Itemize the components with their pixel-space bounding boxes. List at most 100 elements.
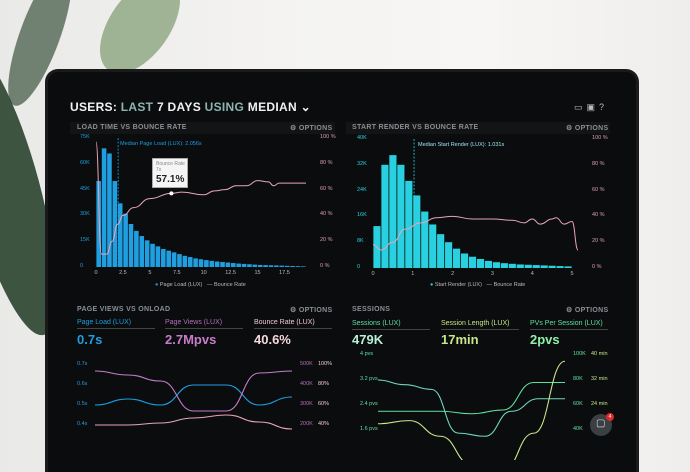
y-tick-label: 0.5s: [77, 401, 88, 407]
y2-tick-label: 300K: [300, 401, 313, 407]
histogram-bar: [284, 265, 290, 267]
median-annotation: Median Page Load (LUX): 2.056s: [120, 141, 202, 147]
y2-tick-label: 20 %: [320, 237, 333, 244]
panel-title: START RENDER VS BOUNCE RATE: [352, 124, 479, 131]
chevron-down-icon[interactable]: ⌄: [300, 100, 311, 114]
y-tick-label: 30K: [80, 211, 90, 218]
histogram-bar: [166, 250, 171, 267]
histogram-bar: [295, 266, 301, 267]
x-tick-label: 0: [94, 270, 98, 276]
header-icons: ▭▣?: [574, 102, 608, 113]
x-tick-label: 5: [148, 270, 152, 276]
y-tick-label: 0.4s: [77, 421, 88, 427]
histogram-bar: [548, 265, 556, 268]
y2-tick-label: 400K: [300, 381, 313, 387]
histogram-bar: [225, 262, 231, 267]
histogram-bar: [117, 203, 123, 267]
histogram-bar: [182, 255, 188, 267]
y-tick-label: 3.2 pvs: [360, 376, 378, 382]
histogram-bar: [301, 266, 306, 267]
histogram-bar: [209, 260, 215, 267]
histogram-bar: [500, 263, 508, 268]
histogram-bar: [389, 155, 397, 268]
tooltip-label: Bounce Rate: [156, 161, 185, 167]
y2-tick-label: 0 %: [592, 264, 602, 270]
y-tick-label: 16K: [357, 212, 367, 219]
histogram-bar: [476, 258, 485, 268]
options-button[interactable]: ⚙ OPTIONS: [566, 307, 609, 314]
y3-tick-label: 40%: [318, 421, 330, 427]
panel-title: SESSIONS: [352, 306, 391, 313]
y-tick-label: 75K: [80, 134, 90, 140]
image-icon[interactable]: ▣: [586, 102, 600, 112]
y-tick-label: 8K: [357, 238, 364, 245]
chart-marks: [94, 138, 579, 460]
histogram-bar: [468, 256, 477, 268]
metric-label: Page Views (LUX): [165, 319, 243, 329]
y2-tick-label: 100 %: [320, 134, 336, 140]
histogram-bar: [177, 254, 182, 267]
options-button[interactable]: ⚙ OPTIONS: [290, 125, 333, 132]
y-tick-label: 0: [80, 263, 84, 269]
histogram-bar: [220, 262, 225, 267]
y-tick-label: 60K: [80, 159, 90, 166]
median-annotation: Median Start Render (LUX): 1.031s: [418, 142, 505, 148]
metric-label: PVs Per Session (LUX): [530, 320, 608, 330]
options-button[interactable]: ⚙ OPTIONS: [290, 307, 333, 314]
histogram-bar: [290, 265, 295, 267]
options-button[interactable]: ⚙ OPTIONS: [566, 125, 609, 132]
x-tick-label: 1: [411, 271, 415, 277]
histogram-bar: [150, 243, 155, 267]
x-tick-label: 12.5: [225, 270, 236, 276]
histogram-bar: [381, 164, 389, 268]
metric-value: 17min: [441, 332, 479, 347]
panel-header: [70, 122, 335, 134]
metric-value: 0.7s: [77, 332, 103, 347]
histogram-bar: [236, 263, 241, 267]
help-icon[interactable]: ?: [599, 102, 609, 112]
x-tick-label: 3: [490, 271, 494, 277]
histogram-bar: [139, 236, 145, 267]
y2-tick-label: 500K: [300, 361, 313, 367]
bounce-rate-line: [95, 141, 306, 255]
tooltip-value: 57.1%: [156, 174, 185, 185]
histogram-bar: [556, 266, 564, 268]
y2-tick-label: 80K: [573, 376, 583, 382]
metric-label: Sessions (LUX): [352, 320, 430, 330]
y2-tick-label: 40 %: [320, 211, 333, 218]
x-tick-label: 2.5: [119, 270, 127, 276]
page-title[interactable]: USERS: LAST 7 DAYS USING MEDIAN ⌄: [70, 100, 311, 114]
tooltip: Bounce Rate 7s 57.1%: [152, 158, 188, 188]
histogram-bar: [144, 240, 150, 267]
laptop-screen: [48, 72, 636, 472]
y-tick-label: 40K: [357, 135, 367, 141]
histogram-bar: [112, 181, 118, 267]
histogram-bar: [198, 259, 204, 267]
histogram-bar: [532, 265, 540, 268]
y2-tick-label: 60 %: [592, 186, 605, 193]
histogram-bar: [134, 230, 139, 267]
metric-value: 40.6%: [254, 332, 291, 347]
histogram-bar: [107, 153, 112, 267]
histogram-bar: [161, 248, 166, 267]
y3-tick-label: 24 min: [591, 401, 608, 407]
x-tick-label: 5: [570, 271, 574, 277]
metric-value: 2.7Mpvs: [165, 332, 217, 347]
x-tick-label: 4: [530, 271, 534, 277]
x-tick-label: 0: [371, 271, 375, 277]
metric-label: Page Load (LUX): [77, 319, 155, 329]
series-line: [377, 379, 565, 437]
histogram-bar: [274, 265, 279, 267]
monitor-icon[interactable]: ▭: [574, 102, 587, 112]
histogram-bar: [101, 148, 107, 267]
histogram-bar: [247, 264, 252, 267]
y-tick-label: 45K: [80, 185, 90, 192]
y-tick-label: 0.7s: [77, 361, 88, 367]
tooltip-point: [169, 191, 174, 196]
panel-title: PAGE VIEWS VS ONLOAD: [77, 306, 171, 313]
histogram-bar: [252, 264, 258, 267]
histogram-bar: [257, 264, 263, 267]
histogram-bar: [413, 195, 421, 268]
y3-tick-label: 60%: [318, 401, 330, 407]
y-tick-label: 2.4 pvs: [360, 401, 378, 407]
